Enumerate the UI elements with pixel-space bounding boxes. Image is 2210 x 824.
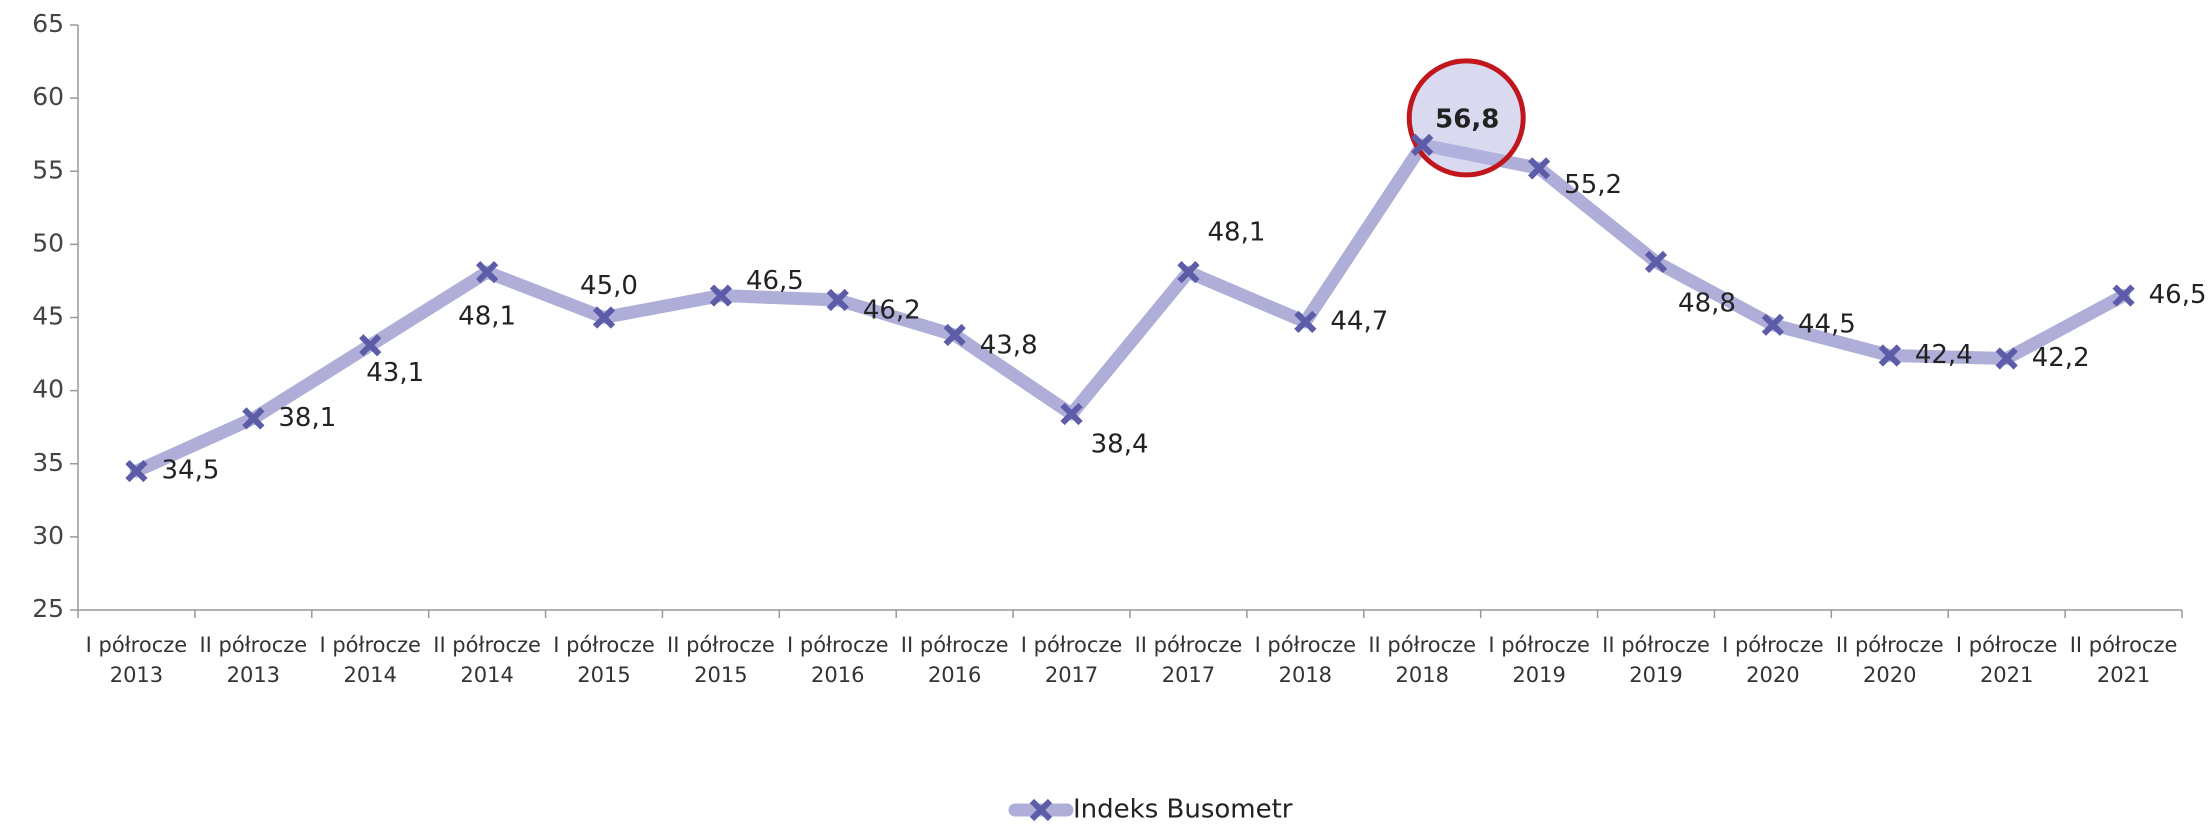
- data-label: 46,5: [2149, 280, 2207, 310]
- x-tick-label: 2018: [1395, 663, 1448, 687]
- data-label: 48,1: [1207, 218, 1265, 248]
- legend-label: Indeks Busometr: [1073, 795, 1293, 824]
- x-tick-label: I półrocze: [1255, 633, 1357, 657]
- data-label: 42,2: [2032, 343, 2090, 373]
- marker: [592, 306, 616, 329]
- x-tick-label: I półrocze: [1722, 633, 1824, 657]
- highlight-circle: [1406, 58, 1526, 178]
- x-tick-label: II półrocze: [433, 633, 541, 657]
- x-tick-label: I półrocze: [787, 633, 889, 657]
- marker: [1294, 310, 1317, 334]
- y-tick-label: 65: [32, 9, 64, 38]
- x-tick-label: 2017: [1162, 663, 1215, 687]
- data-label: 44,5: [1798, 309, 1856, 339]
- x-tick-label: 2015: [577, 663, 630, 687]
- marker: [125, 459, 148, 483]
- y-tick-label: 60: [32, 82, 64, 111]
- x-tick-label: I półrocze: [1956, 633, 2058, 657]
- x-tick-label: 2020: [1746, 663, 1799, 687]
- x-tick-label: II półrocze: [199, 633, 307, 657]
- series-line: [129, 138, 2131, 478]
- data-label: 55,2: [1564, 170, 1622, 200]
- x-tick-label: 2015: [694, 663, 747, 687]
- data-label: 38,4: [1091, 430, 1149, 460]
- data-label: 42,4: [1915, 340, 1973, 370]
- x-tick-label: II półrocze: [1368, 633, 1476, 657]
- y-tick-label: 55: [32, 155, 64, 184]
- x-tick-label: 2014: [343, 663, 396, 687]
- data-label: 38,1: [278, 403, 336, 433]
- marker: [1177, 261, 1200, 284]
- x-tick-label: 2016: [811, 663, 864, 687]
- x-tick-label: II półrocze: [1135, 633, 1243, 657]
- legend-marker: [1029, 798, 1053, 822]
- x-tick-label: II półrocze: [667, 633, 775, 657]
- x-tick-label: 2019: [1629, 663, 1682, 687]
- data-label: 34,5: [161, 456, 219, 486]
- marker: [1060, 402, 1083, 426]
- x-tick-label: I półrocze: [319, 633, 421, 657]
- marker: [242, 407, 265, 430]
- y-tick-label: 45: [32, 302, 64, 331]
- x-tick-label: I półrocze: [1488, 633, 1590, 657]
- y-tick-label: 40: [32, 375, 64, 404]
- data-label: 46,5: [746, 266, 804, 296]
- data-label: 48,8: [1678, 288, 1736, 318]
- x-tick-label: 2021: [2097, 663, 2150, 687]
- x-tick-label: 2013: [110, 663, 163, 687]
- x-tick-label: I półrocze: [86, 633, 188, 657]
- x-tick-label: 2017: [1045, 663, 1098, 687]
- marker: [943, 323, 966, 347]
- y-tick-label: 30: [32, 521, 64, 550]
- marker: [1995, 347, 2018, 370]
- marker: [1527, 157, 1551, 180]
- marker: [1761, 313, 1785, 336]
- x-tick-label: 2021: [1980, 663, 2033, 687]
- x-tick-label: II półrocze: [1602, 633, 1710, 657]
- x-tick-label: 2013: [227, 663, 280, 687]
- y-tick-label: 35: [32, 448, 64, 477]
- marker: [475, 261, 499, 284]
- data-label: 56,8: [1435, 104, 1499, 134]
- x-tick-label: II półrocze: [901, 633, 1009, 657]
- marker: [826, 288, 849, 312]
- x-tick-label: I półrocze: [553, 633, 655, 657]
- x-tick-label: 2014: [460, 663, 513, 687]
- marker: [1644, 250, 1668, 274]
- data-label: 48,1: [458, 302, 516, 332]
- y-tick-label: 50: [32, 228, 64, 257]
- marker: [359, 334, 382, 357]
- x-tick-label: II półrocze: [1836, 633, 1944, 657]
- x-tick-label: 2016: [928, 663, 981, 687]
- x-tick-label: I półrocze: [1021, 633, 1123, 657]
- data-label: 46,2: [863, 295, 921, 325]
- x-tick-label: 2020: [1863, 663, 1916, 687]
- x-tick-label: II półrocze: [2070, 633, 2178, 657]
- x-tick-label: 2019: [1512, 663, 1565, 687]
- data-label: 45,0: [580, 271, 638, 301]
- data-label: 43,8: [980, 331, 1038, 361]
- marker: [1411, 133, 1434, 157]
- data-label: 44,7: [1330, 306, 1388, 336]
- data-label: 43,1: [366, 358, 424, 388]
- marker: [709, 284, 733, 307]
- x-tick-label: 2018: [1279, 663, 1332, 687]
- marker: [1878, 344, 1901, 367]
- marker: [2112, 284, 2135, 307]
- y-tick-label: 25: [32, 594, 64, 623]
